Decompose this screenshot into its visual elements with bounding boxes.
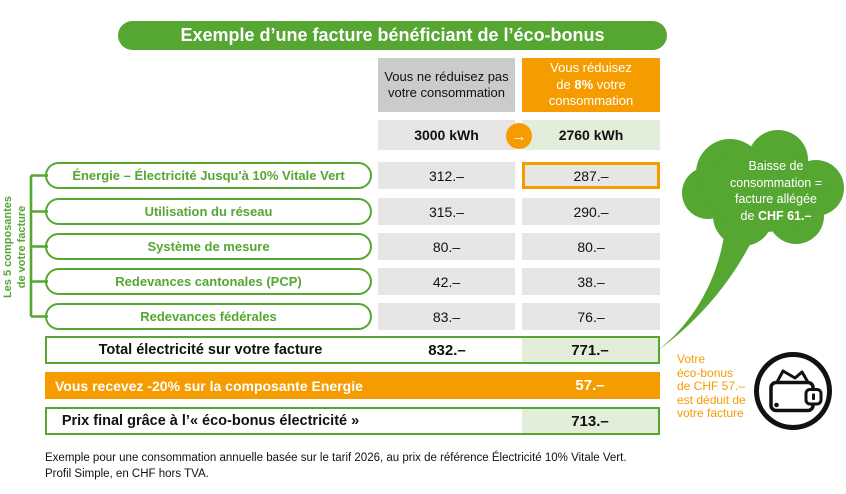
footnote: Exemple pour une consommation annuelle b… [45,452,627,480]
row-label-energie: Énergie – Électricité Jusqu'à 10% Vitale… [45,162,372,189]
row-value-normal: 312.– [378,162,515,189]
row-value-normal: 80.– [378,233,515,260]
row-label-mesure: Système de mesure [45,233,372,260]
sidebar-label: Les 5 composantes de votre facture [2,195,28,299]
row-value-reduced: 76.– [522,303,660,330]
final-price-label: Prix final grâce à l’« éco-bonus électri… [61,413,360,429]
row-value-reduced: 80.– [522,233,660,260]
eco-bonus-note: Votre éco-bonus de CHF 57.– est déduit d… [677,352,746,420]
total-value-reduced: 771.– [522,338,658,362]
page-title: Exemple d’une facture bénéficiant de l’é… [118,21,667,50]
row-value-normal: 42.– [378,268,515,295]
discount-label: Vous recevez -20% sur la composante Ener… [55,377,363,394]
final-price-value: 713.– [522,409,658,433]
row-value-reduced: 290.– [522,198,660,225]
kwh-after: 2760 kWh [522,120,660,150]
total-value-normal: 832.– [428,341,466,359]
row-value-normal: 83.– [378,303,515,330]
total-label: Total électricité sur votre facture [98,342,323,358]
row-label-reseau: Utilisation du réseau [45,198,372,225]
discount-row: Vous recevez -20% sur la composante Ener… [45,372,660,399]
row-value-reduced: 38.– [522,268,660,295]
row-value-reduced-highlighted: 287.– [522,162,660,189]
arrow-right-icon: → [506,123,532,149]
discount-value: 57.– [575,377,605,394]
wallet-icon [754,352,832,430]
row-value-normal: 315.– [378,198,515,225]
column-header-reduction: Vous réduisez de 8% votre consommation [522,58,660,112]
row-label-federales: Redevances fédérales [45,303,372,330]
final-price-row: Prix final grâce à l’« éco-bonus électri… [45,407,660,435]
row-label-cantonales: Redevances cantonales (PCP) [45,268,372,295]
bracket-lines [29,174,48,318]
bubble-text: Baisse de consommation = facture allégée… [729,159,823,223]
column-header-no-reduction-label: Vous ne réduisez pas votre consommation [384,68,509,101]
column-header-no-reduction: Vous ne réduisez pas votre consommation [378,58,515,112]
total-row: Total électricité sur votre facture 832.… [45,336,660,364]
kwh-before: 3000 kWh [378,120,515,150]
